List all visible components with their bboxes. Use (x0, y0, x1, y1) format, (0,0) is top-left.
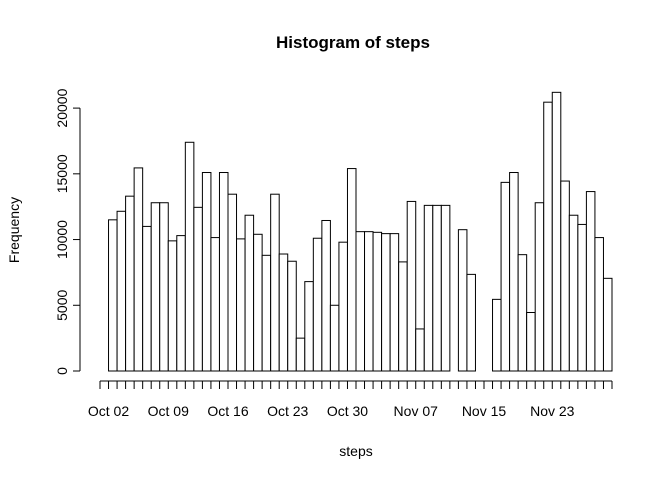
histogram-bar (372, 231, 383, 372)
x-axis-label: steps (339, 443, 372, 459)
histogram-bar (551, 91, 562, 372)
x-tick-label: Oct 02 (88, 403, 129, 419)
histogram-bar (594, 237, 604, 372)
x-tick-label: Nov 07 (394, 403, 439, 419)
bars-group (108, 91, 613, 372)
histogram-bar (577, 223, 587, 372)
histogram-bar (167, 240, 178, 372)
histogram-bar (312, 237, 323, 372)
histogram-bar (176, 235, 186, 372)
histogram-bar (125, 195, 135, 372)
histogram-bar (338, 241, 348, 372)
histogram-bar (568, 214, 579, 372)
chart-title: Histogram of steps (276, 33, 430, 52)
histogram-bar (517, 254, 528, 372)
y-tick-label: 20000 (54, 88, 70, 127)
histogram-bar (261, 254, 272, 372)
histogram-bar (543, 101, 553, 372)
y-tick-label: 0 (54, 367, 70, 375)
histogram-bar (423, 204, 434, 372)
histogram-bar (355, 231, 366, 372)
histogram-bar (585, 191, 596, 372)
histogram-bar (364, 231, 374, 372)
histogram-bar (193, 206, 203, 372)
y-axis: 0 5000 10000 15000 20000 (54, 88, 81, 375)
histogram-bar (398, 261, 408, 372)
histogram-bar (150, 202, 161, 372)
histogram-bar (287, 260, 297, 372)
histogram-bar (415, 328, 425, 372)
histogram-bar (500, 181, 511, 372)
histogram-bar (381, 233, 391, 372)
histogram-bar (346, 168, 357, 372)
histogram-bar (406, 200, 417, 372)
x-tick-label: Oct 23 (267, 403, 308, 419)
histogram-bar (432, 204, 442, 372)
histogram-bar (304, 281, 314, 372)
histogram-bar (133, 167, 144, 372)
y-tick-label: 10000 (54, 220, 70, 259)
x-tick-label: Oct 16 (207, 403, 248, 419)
histogram-bar (526, 312, 536, 372)
histogram-bar (244, 214, 255, 372)
x-axis: Oct 02 Oct 09 Oct 16 Oct 23 Oct 30 Nov 07 Nov … (88, 380, 613, 419)
histogram-bar (227, 193, 238, 372)
histogram-bar (389, 233, 400, 372)
histogram-bar (602, 277, 613, 372)
histogram-bar (457, 229, 468, 372)
histogram-bar (329, 304, 340, 372)
x-tick-label: Oct 30 (327, 403, 368, 419)
histogram-bar (184, 141, 195, 372)
histogram-bar (236, 238, 246, 372)
histogram-bar (108, 219, 118, 372)
histogram-bar (270, 193, 280, 372)
histogram-bar (253, 233, 263, 372)
histogram-bar (159, 202, 169, 372)
histogram-bar (534, 202, 545, 372)
histogram-bar (560, 180, 570, 372)
histogram-bar (321, 219, 331, 372)
x-tick-label: Nov 23 (530, 403, 575, 419)
y-tick-label: 15000 (54, 154, 70, 193)
x-tick-label: Nov 15 (462, 403, 507, 419)
histogram-bar (509, 172, 519, 372)
histogram-bar (210, 237, 220, 372)
histogram-bar (278, 253, 289, 372)
histogram-bar (142, 225, 152, 372)
x-tick-label: Oct 09 (148, 403, 189, 419)
y-axis-label: Frequency (6, 197, 22, 263)
histogram-bar (218, 172, 229, 372)
y-tick-label: 5000 (54, 290, 70, 321)
histogram-bar (466, 273, 476, 372)
histogram-bar (492, 298, 502, 372)
histogram-bar (295, 337, 306, 372)
histogram-bar (201, 172, 212, 372)
histogram-bar (440, 204, 451, 372)
histogram-bar (116, 210, 127, 372)
